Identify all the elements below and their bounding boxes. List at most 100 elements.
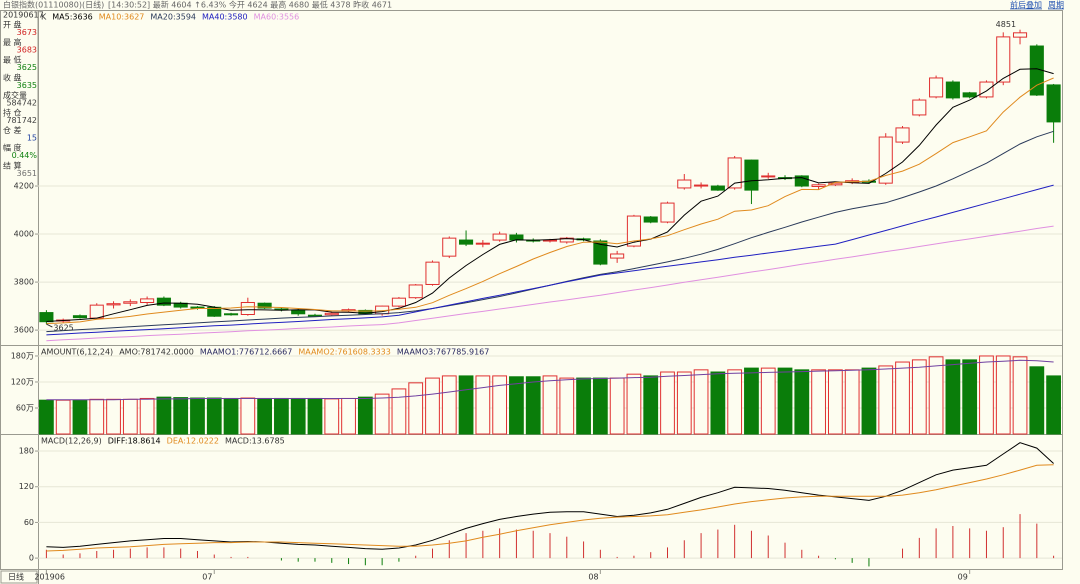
- volume-bar: [374, 393, 390, 435]
- candle-body: [660, 202, 675, 223]
- volume-bar: [122, 398, 138, 435]
- volume-bar: [676, 371, 692, 435]
- volume-bar: [509, 376, 524, 435]
- line: [46, 464, 1054, 552]
- info-label: 最 高: [3, 37, 22, 47]
- candle-body: [912, 99, 927, 116]
- info-value: 3635: [17, 81, 37, 90]
- info-label: 结 算: [3, 160, 22, 170]
- volume-bar: [928, 356, 944, 435]
- candle-body: [811, 184, 826, 188]
- candle-body: [761, 175, 776, 178]
- volume-bar: [206, 397, 222, 435]
- candle-body: [794, 175, 809, 187]
- y-tick-label: 3800: [14, 278, 34, 287]
- volume-bar: [626, 373, 642, 435]
- high-annotation: 4851: [996, 20, 1016, 29]
- volume-bar: [844, 369, 860, 435]
- y-tick-label: 4000: [14, 230, 34, 239]
- volume-bar: [1046, 375, 1061, 435]
- candle-body: [257, 302, 272, 309]
- volume-bar: [257, 397, 273, 435]
- candle-body: [828, 182, 843, 186]
- volume-bar: [660, 371, 675, 435]
- header-quote: [14:30:52] 最新 4604 ↑6.43% 今开 4624 最高 468…: [108, 0, 392, 10]
- candle-body: [962, 92, 977, 98]
- candle-body: [1046, 84, 1061, 123]
- info-value: 3673: [17, 28, 37, 37]
- y-tick-label: 180: [19, 447, 34, 456]
- candle-body: [240, 301, 255, 316]
- volume-bar: [727, 369, 743, 435]
- period-label: 日线: [8, 572, 24, 582]
- volume-bar: [274, 397, 289, 435]
- volume-bar: [408, 382, 424, 435]
- volume-bar: [827, 369, 843, 435]
- legend-entry: MA40:3580: [202, 13, 248, 22]
- info-label: 仓 差: [3, 125, 22, 135]
- y-tick-label: 4200: [14, 182, 34, 191]
- candle-body: [996, 36, 1011, 83]
- info-label: 成交量: [3, 90, 27, 100]
- panel-header: AMO:781742.0000: [119, 348, 194, 357]
- line: [46, 225, 1054, 342]
- volume-bar: [492, 375, 508, 435]
- line: [46, 184, 1054, 336]
- volume-bar: [861, 367, 877, 435]
- volume-bar: [240, 397, 256, 435]
- candle-body: [72, 315, 88, 319]
- y-tick-label: 0: [29, 554, 34, 563]
- volume-bar: [895, 361, 910, 435]
- candle-body: [929, 77, 944, 98]
- candle-body: [408, 284, 423, 299]
- volume-bar: [979, 355, 994, 435]
- candle-body: [492, 233, 507, 241]
- candle-body: [291, 309, 306, 315]
- frame: [0, 10, 1063, 570]
- info-value: 0.44%: [12, 151, 38, 160]
- volume-bar: [945, 359, 961, 435]
- volume-bar: [1012, 356, 1028, 435]
- info-value: 584742: [6, 98, 37, 107]
- overlay-link[interactable]: 前后叠加: [1010, 0, 1042, 10]
- info-date: 20190617: [3, 11, 44, 20]
- info-value: 781742: [6, 116, 37, 125]
- line: [46, 68, 1054, 322]
- panel-header: MACD(12,26,9): [41, 437, 102, 446]
- volume-bar: [357, 396, 373, 435]
- candle-body: [744, 159, 759, 191]
- info-label: 最 低: [3, 55, 22, 65]
- volume-bar: [760, 367, 776, 435]
- low-annotation: 3625: [53, 324, 73, 333]
- candle-body: [442, 237, 457, 257]
- info-value: 15: [27, 134, 37, 143]
- volume-bar: [223, 397, 239, 435]
- volume-bar: [576, 377, 591, 435]
- volume-bar: [425, 377, 440, 435]
- period-link[interactable]: 周期: [1048, 1, 1064, 10]
- line: [46, 359, 1054, 401]
- candle-body: [425, 261, 440, 285]
- x-tick-label: 08: [588, 573, 598, 582]
- volume-bar: [811, 369, 826, 435]
- info-label: 收 盘: [3, 72, 22, 82]
- candle-body: [979, 81, 994, 98]
- info-label: 持 仓: [3, 108, 22, 118]
- x-tick-label: 09: [958, 573, 968, 582]
- volume-bar: [710, 371, 726, 435]
- y-tick-label: 60: [24, 518, 34, 527]
- volume-bar: [995, 355, 1011, 435]
- candle-body: [123, 301, 138, 304]
- volume-bar: [173, 397, 189, 435]
- line: [46, 77, 1054, 325]
- period-box: [0, 570, 38, 584]
- candle-body: [694, 184, 709, 187]
- y-tick-label: 120: [19, 482, 34, 491]
- legend-entry: MA10:3627: [99, 13, 145, 22]
- x-tick-label: 201906: [34, 573, 65, 582]
- y-tick-label: 120万: [11, 377, 34, 386]
- info-value: 3683: [17, 46, 37, 55]
- panel-header: MAAMO2:761608.3333: [298, 348, 391, 357]
- candle-body: [895, 127, 910, 143]
